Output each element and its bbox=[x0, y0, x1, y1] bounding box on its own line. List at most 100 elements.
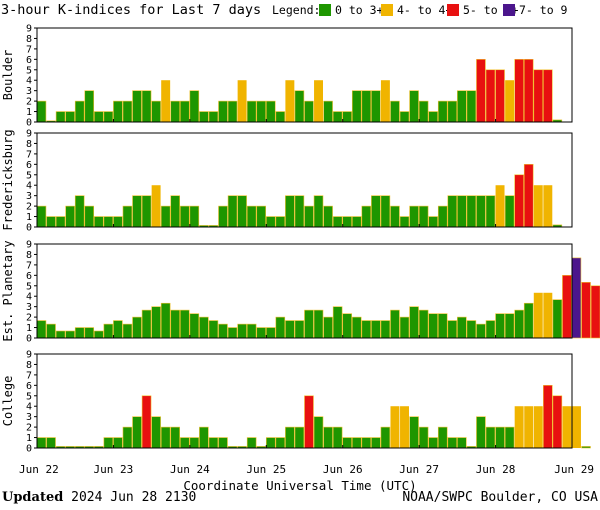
y-tick-label: 9 bbox=[26, 24, 32, 35]
kindex-bar bbox=[371, 437, 381, 449]
kindex-bar bbox=[437, 100, 448, 123]
kindex-bar bbox=[476, 323, 486, 339]
kindex-bar bbox=[495, 185, 505, 227]
y-tick-label: 8 bbox=[26, 360, 32, 371]
kindex-bar bbox=[380, 195, 391, 228]
legend-item-label: 0 to 3+ bbox=[335, 3, 384, 17]
x-tick-label: Jun 22 bbox=[19, 463, 59, 476]
kindex-bar bbox=[160, 302, 171, 339]
x-tick-label: Jun 29 bbox=[554, 463, 594, 476]
kindex-bar bbox=[543, 185, 553, 227]
legend-swatch bbox=[319, 4, 331, 16]
kindex-bar bbox=[170, 309, 180, 339]
y-tick-label: 0 bbox=[26, 444, 32, 455]
kindex-bar bbox=[94, 216, 104, 228]
x-axis-title: Coordinate Universal Time (UTC) bbox=[183, 478, 416, 493]
kindex-bar bbox=[46, 216, 56, 228]
kindex-bar bbox=[543, 69, 553, 123]
kindex-bar bbox=[294, 320, 305, 339]
kindex-bar bbox=[342, 216, 352, 228]
kindex-bar bbox=[84, 90, 95, 123]
kindex-bar bbox=[514, 174, 524, 228]
kindex-bar bbox=[74, 327, 85, 339]
kindex-bar bbox=[495, 69, 505, 123]
legend-label: Legend: bbox=[272, 3, 320, 17]
y-tick-label: 3 bbox=[26, 86, 32, 97]
kindex-bar bbox=[151, 185, 161, 227]
kindex-bar bbox=[151, 100, 161, 123]
y-tick-label: 3 bbox=[26, 412, 32, 423]
kindex-bar bbox=[304, 309, 314, 339]
kindex-bar bbox=[361, 437, 372, 449]
kindex-bar bbox=[55, 330, 66, 339]
kindex-bar bbox=[332, 111, 343, 123]
y-tick-label: 2 bbox=[26, 97, 32, 108]
kindex-bar bbox=[74, 195, 85, 228]
kindex-bar bbox=[256, 100, 266, 123]
kindex-bar bbox=[495, 426, 505, 449]
kindex-bar bbox=[562, 406, 572, 448]
kindex-bar bbox=[351, 90, 362, 123]
kindex-bar bbox=[160, 205, 171, 228]
panel-label: Boulder bbox=[1, 50, 15, 101]
kindex-bar bbox=[265, 437, 276, 449]
kindex-bar bbox=[523, 59, 534, 123]
kindex-bar bbox=[122, 323, 133, 339]
updated-timestamp: Updated 2024 Jun 28 2130 bbox=[2, 490, 196, 505]
kindex-bar bbox=[304, 395, 314, 449]
kindex-bar bbox=[122, 100, 133, 123]
kindex-bar bbox=[323, 426, 333, 449]
y-tick-label: 3 bbox=[26, 191, 32, 202]
kindex-bar bbox=[208, 437, 219, 449]
y-tick-label: 8 bbox=[26, 34, 32, 45]
kindex-bar bbox=[189, 313, 200, 339]
kindex-bar bbox=[46, 437, 56, 449]
kindex-bar bbox=[313, 416, 324, 449]
kindex-bar bbox=[437, 426, 448, 449]
kindex-bar bbox=[476, 195, 486, 228]
kindex-bar bbox=[275, 111, 286, 123]
y-tick-label: 6 bbox=[26, 160, 32, 171]
kindex-bar bbox=[505, 80, 515, 122]
kindex-bar bbox=[151, 416, 161, 449]
kindex-bar bbox=[428, 313, 438, 339]
kindex-bar bbox=[399, 316, 410, 339]
legend-swatch bbox=[381, 4, 393, 16]
kindex-bar bbox=[132, 195, 142, 228]
kindex-bar bbox=[94, 330, 104, 339]
kindex-bar bbox=[533, 185, 543, 227]
x-tick-label: Jun 25 bbox=[246, 463, 286, 476]
kindex-panels: 0123456789Boulder0123456789Fredericksbur… bbox=[1, 24, 600, 455]
kindex-bar bbox=[409, 90, 419, 123]
kindex-bar bbox=[285, 195, 295, 228]
kindex-bar bbox=[285, 320, 295, 339]
kindex-bar bbox=[371, 195, 381, 228]
kindex-bar bbox=[428, 216, 438, 228]
kindex-bar bbox=[323, 100, 333, 123]
kindex-bar bbox=[265, 216, 276, 228]
kindex-bar bbox=[562, 275, 572, 339]
kindex-bar bbox=[160, 426, 171, 449]
kindex-bar bbox=[342, 313, 352, 339]
kindex-bar bbox=[103, 437, 114, 449]
kindex-bar bbox=[313, 195, 324, 228]
kindex-bar bbox=[418, 100, 429, 123]
kindex-bar bbox=[237, 323, 247, 339]
kindex-bar bbox=[399, 111, 410, 123]
kindex-bar bbox=[390, 309, 400, 339]
kindex-bar bbox=[113, 320, 123, 339]
kindex-bar bbox=[65, 330, 75, 339]
x-tick-label: Jun 23 bbox=[94, 463, 134, 476]
kindex-bar bbox=[36, 320, 47, 339]
y-tick-label: 0 bbox=[26, 118, 32, 129]
y-tick-label: 6 bbox=[26, 55, 32, 66]
kindex-bar bbox=[189, 90, 200, 123]
y-tick-label: 5 bbox=[26, 281, 32, 292]
kindex-bar bbox=[218, 205, 228, 228]
kindex-bar bbox=[447, 100, 458, 123]
